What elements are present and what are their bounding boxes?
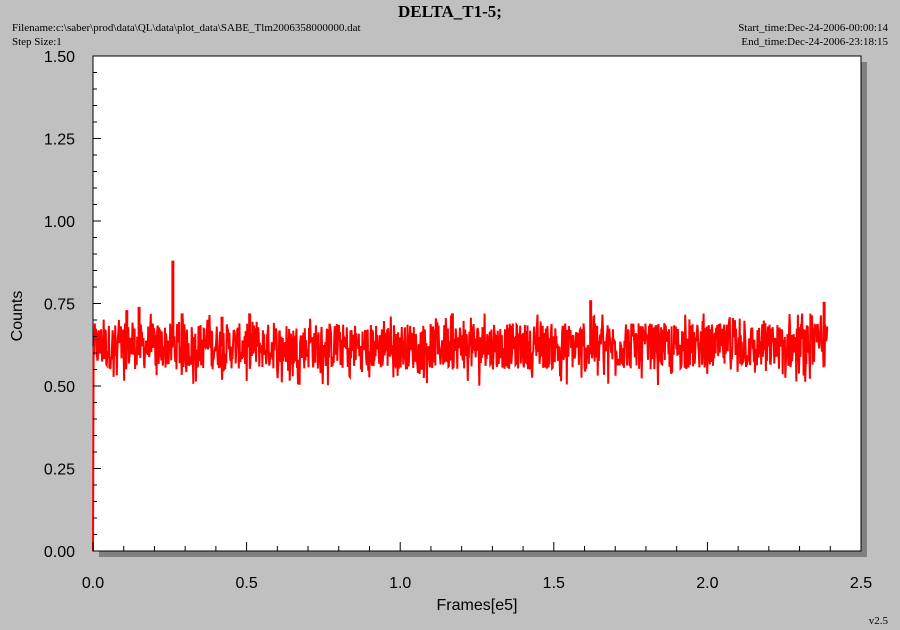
axes-layer: 0.00 0.25 0.50 0.75 1.00 1.25 1.50 0.0 0.5 1.0 1.5… (44, 49, 872, 592)
x-tick-label: 2.5 (850, 575, 872, 592)
x-tick-label: 2.0 (696, 575, 718, 592)
y-tick-label: 0.75 (44, 297, 75, 314)
y-tick-label: 0.00 (44, 544, 75, 561)
filename-label: Filename:c:\saber\prod\data\QL\data\plot… (12, 22, 361, 34)
y-axis-label: Counts (9, 291, 26, 342)
step-size-label: Step Size:1 (12, 36, 62, 48)
end-time-label: End_time:Dec-24-2006-23:18:15 (741, 36, 888, 48)
x-tick-label: 0.5 (235, 575, 257, 592)
plot-area (92, 55, 862, 552)
x-tick-label: 1.5 (543, 575, 565, 592)
x-tick-label: 0.0 (82, 575, 104, 592)
version-label: v2.5 (868, 615, 888, 627)
series-layer (92, 260, 829, 552)
x-tick-label: 1.0 (389, 575, 411, 592)
series-line (92, 313, 829, 552)
start-time-label: Start_time:Dec-24-2006-00:00:14 (738, 22, 888, 34)
y-tick-label: 1.50 (44, 49, 75, 66)
y-tick-label: 0.50 (44, 379, 75, 396)
y-tick-label: 1.25 (44, 132, 75, 149)
chart-title: DELTA_T1-5; (398, 2, 502, 21)
y-tick-label: 0.25 (44, 462, 75, 479)
y-tick-label: 1.00 (44, 214, 75, 231)
x-axis-label: Frames[e5] (437, 597, 518, 614)
